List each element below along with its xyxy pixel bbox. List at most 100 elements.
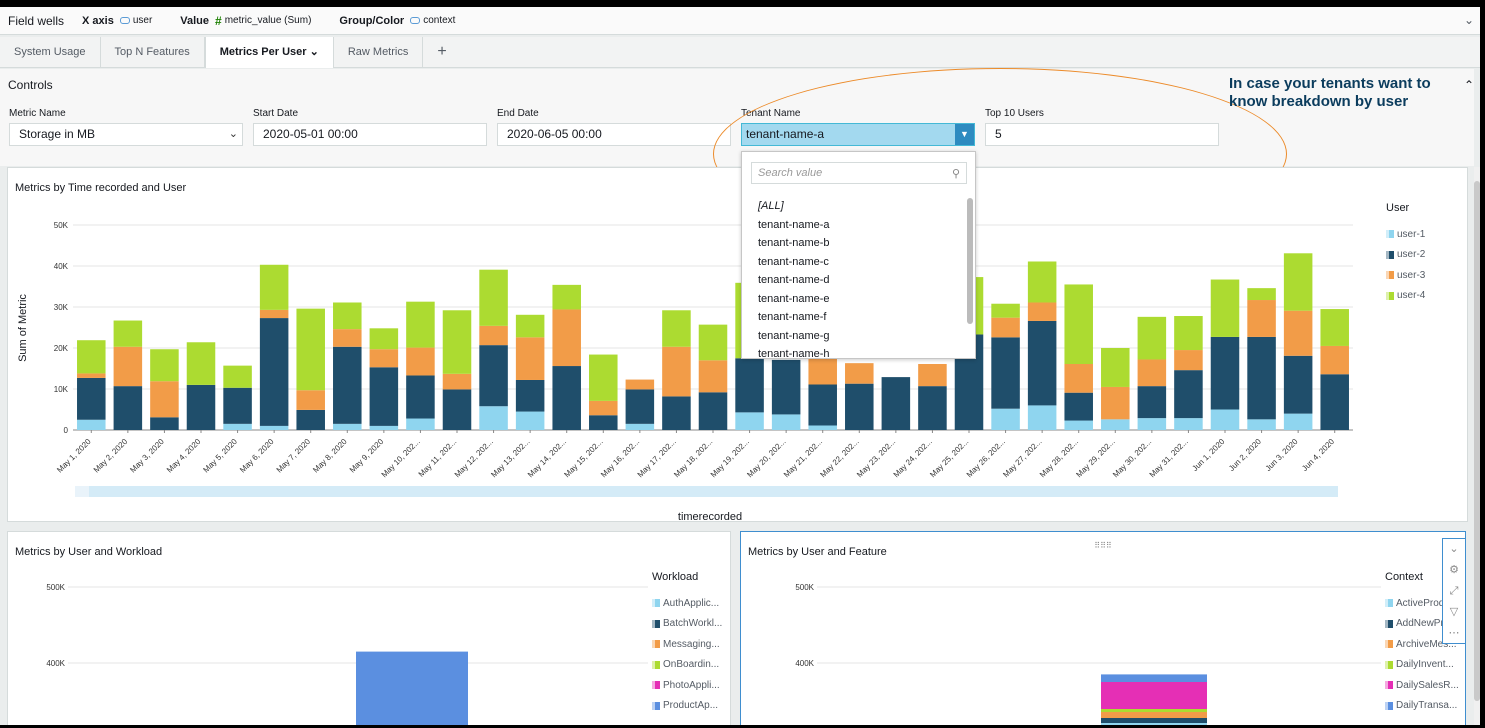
bar-segment xyxy=(1101,348,1130,387)
legend-item[interactable]: user-3 xyxy=(1386,265,1425,286)
bar-segment xyxy=(589,354,618,401)
value-field[interactable]: # metric_value (Sum) xyxy=(215,13,312,28)
bar-segment xyxy=(406,418,435,430)
bar-segment xyxy=(333,346,362,424)
legend-item[interactable]: OnBoardin... xyxy=(652,655,722,676)
tenant-options: [ALL] tenant-name-a tenant-name-b tenant… xyxy=(758,197,830,364)
expand-icon[interactable]: ⤢ xyxy=(1449,585,1459,597)
legend-item[interactable]: user-4 xyxy=(1386,286,1425,307)
collapse-chevron-icon[interactable]: ⌃ xyxy=(1464,78,1475,92)
bar-segment xyxy=(1247,419,1276,430)
user-workload-chart-panel[interactable]: Metrics by User and Workload 500K 400K Wo… xyxy=(7,531,731,725)
tab-metrics-per-user[interactable]: Metrics Per User ⌄ xyxy=(204,37,334,68)
user-legend: User user-1 user-2 user-3 user-4 xyxy=(1386,202,1425,306)
bar-segment xyxy=(1101,712,1207,718)
legend-item[interactable]: ArchiveMes... xyxy=(1385,634,1459,655)
page-scrollbar[interactable] xyxy=(1474,167,1480,725)
legend-swatch xyxy=(1385,681,1393,690)
option-tenant[interactable]: tenant-name-d xyxy=(758,274,830,286)
bar-segment xyxy=(479,406,508,430)
x-tick-label: May 31, 202... xyxy=(1148,437,1190,479)
user-feature-chart-panel[interactable]: Metrics by User and Feature 500K 400K ⠿⠿⠿ … xyxy=(740,531,1466,725)
bar-segment xyxy=(991,337,1020,409)
collapse-visual-icon[interactable]: ⌄ xyxy=(1449,543,1459,555)
bar-segment xyxy=(552,366,581,430)
option-tenant[interactable]: tenant-name-c xyxy=(758,255,829,268)
option-tenant[interactable]: tenant-name-e xyxy=(758,292,830,305)
end-date-input[interactable]: 2020-06-05 00:00 xyxy=(497,123,731,146)
legend-swatch xyxy=(652,599,660,608)
drag-handle-icon: ⠿⠿⠿ xyxy=(1094,541,1112,550)
measure-icon: # xyxy=(215,13,222,28)
legend-item[interactable]: user-1 xyxy=(1386,224,1425,245)
y-tick-label: 400K xyxy=(795,659,814,668)
legend-item[interactable]: ActiveProd... xyxy=(1385,593,1459,614)
expand-chevron-icon[interactable]: ⌄ xyxy=(1463,13,1474,27)
legend-label: user-1 xyxy=(1397,228,1426,240)
legend-item[interactable]: PhotoAppli... xyxy=(652,675,722,696)
group-color-value[interactable]: context xyxy=(410,15,455,26)
bar-segment xyxy=(333,329,362,347)
search-input[interactable]: Search value ⚲ xyxy=(751,162,967,184)
legend-item[interactable]: DailyInvent... xyxy=(1385,655,1459,676)
legend-item[interactable]: Messaging... xyxy=(652,634,722,655)
bar-segment xyxy=(991,303,1020,318)
field-wells-bar[interactable]: Field wells X axis user Value # metric_va… xyxy=(0,7,1480,35)
legend-label: DailyInvent... xyxy=(1396,659,1454,671)
legend-swatch xyxy=(1385,640,1393,649)
option-tenant[interactable]: tenant-name-g xyxy=(758,329,830,342)
legend-label: AddNewPr... xyxy=(1396,618,1452,630)
bar-segment xyxy=(1210,279,1240,337)
tab-system-usage[interactable]: System Usage xyxy=(0,37,101,68)
legend-item[interactable]: ProductAp... xyxy=(652,696,722,717)
legend-label: ProductAp... xyxy=(663,700,719,712)
x-tick-label: Jun 4, 2020 xyxy=(1300,437,1336,473)
legend-item[interactable]: DailyTransa... xyxy=(1385,696,1459,717)
start-date-input[interactable]: 2020-05-01 00:00 xyxy=(253,123,487,146)
legend-label: DailySalesR... xyxy=(1396,679,1459,691)
bar-segment xyxy=(369,367,399,426)
legend-item[interactable]: AuthApplic... xyxy=(652,593,722,614)
option-tenant[interactable]: tenant-name-h xyxy=(758,348,830,360)
bar-segment xyxy=(1174,316,1203,351)
legend-label: DailyTransa... xyxy=(1396,700,1458,712)
option-all[interactable]: [ALL] xyxy=(758,200,784,212)
legend-item[interactable]: user-2 xyxy=(1386,245,1425,266)
bar-segment xyxy=(698,392,728,430)
tab-top-n-features[interactable]: Top N Features xyxy=(101,37,205,68)
legend-item[interactable]: BatchWorkl... xyxy=(652,614,722,635)
bar-segment xyxy=(735,412,764,430)
gear-icon[interactable]: ⚙ xyxy=(1449,564,1459,576)
visual-toolbar: ⌄ ⚙ ⤢ ▽ ⋯ xyxy=(1442,538,1466,644)
group-color-label: Group/Color xyxy=(339,14,405,27)
option-tenant[interactable]: tenant-name-a xyxy=(758,218,830,231)
bar-segment xyxy=(479,269,508,326)
bar-segment xyxy=(1064,392,1093,421)
x-axis-value[interactable]: user xyxy=(119,15,152,26)
chart-title: Metrics by User and Workload xyxy=(15,546,163,558)
legend-swatch xyxy=(652,619,660,628)
chevron-down-icon: ⌄ xyxy=(228,128,238,140)
bar-segment xyxy=(881,377,911,430)
legend-swatch xyxy=(1385,701,1393,710)
legend-swatch xyxy=(652,681,660,690)
metric-name-select[interactable]: Storage in MB ⌄ xyxy=(9,123,243,146)
option-tenant[interactable]: tenant-name-b xyxy=(758,237,830,249)
bar-segment xyxy=(808,425,837,430)
legend-item[interactable]: DailySalesR... xyxy=(1385,675,1459,696)
time-user-chart-panel[interactable]: Metrics by Time recorded and User 0 10K 20… xyxy=(7,167,1468,523)
dropdown-scrollbar[interactable] xyxy=(967,198,973,324)
filter-icon[interactable]: ▽ xyxy=(1449,606,1459,618)
bar-segment xyxy=(515,411,545,430)
value-label: Value xyxy=(180,14,210,27)
bar-segment xyxy=(1064,284,1093,364)
legend-item[interactable]: AddNewPr... xyxy=(1385,614,1459,635)
more-options-icon[interactable]: ⋯ xyxy=(1448,627,1460,639)
bar-segment xyxy=(113,320,143,347)
add-sheet-button[interactable]: + xyxy=(437,43,447,60)
tab-raw-metrics[interactable]: Raw Metrics xyxy=(334,37,424,68)
metric-name-label: Metric Name xyxy=(9,108,66,119)
tenant-dropdown-list[interactable]: Search value ⚲ [ALL] tenant-name-a tenant… xyxy=(741,151,976,360)
bar-segment xyxy=(698,360,728,393)
option-tenant[interactable]: tenant-name-f xyxy=(758,311,827,323)
